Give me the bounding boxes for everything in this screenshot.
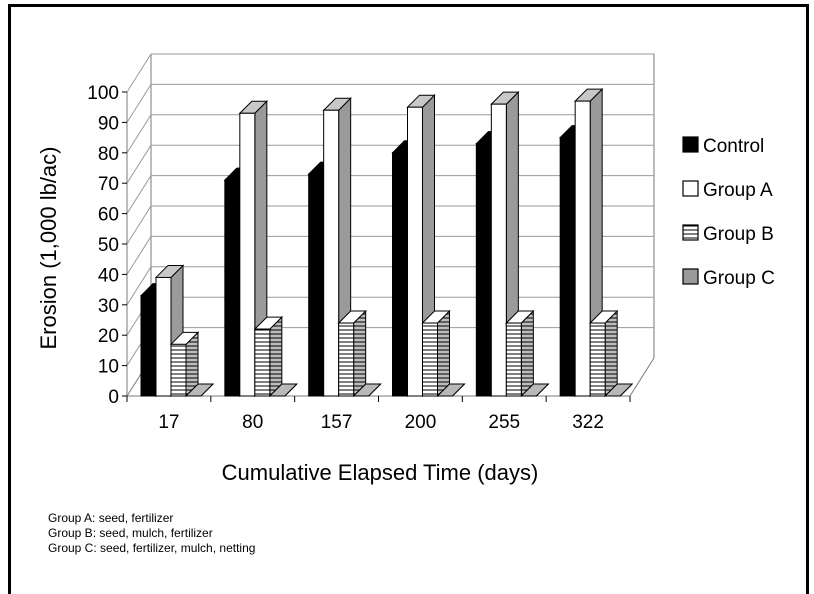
y-tick-label: 100 <box>87 83 119 104</box>
x-tick-label: 157 <box>321 412 353 433</box>
bar-front <box>254 328 271 397</box>
bar-front <box>574 100 591 397</box>
x-axis-label: Cumulative Elapsed Time (days) <box>222 460 539 485</box>
x-tick-label: 17 <box>158 412 179 433</box>
bar-front <box>422 322 438 397</box>
gridline-side <box>126 205 152 245</box>
gridline-side <box>126 144 152 184</box>
bar-front <box>224 179 241 397</box>
bar-front <box>392 152 408 397</box>
y-axis-label: Erosion (1,000 lb/ac) <box>36 147 61 350</box>
y-tick-label: 50 <box>98 235 119 256</box>
bar-side <box>353 309 367 398</box>
bar-top <box>184 383 215 397</box>
legend-label: Control <box>703 136 764 157</box>
bars-layer <box>139 87 634 398</box>
bar-side <box>437 309 450 398</box>
legend-swatch <box>682 224 699 241</box>
chart-frame <box>8 4 809 594</box>
legend-label: Group B <box>703 224 774 245</box>
bar-front <box>239 112 256 397</box>
y-tick-label: 70 <box>98 174 119 195</box>
legend-swatch <box>682 136 699 153</box>
bar-top <box>436 383 466 397</box>
bar-front <box>155 276 172 397</box>
bar-group-c <box>520 383 550 397</box>
y-tick-label: 0 <box>108 387 119 408</box>
bar-front <box>490 103 507 397</box>
legend-swatch <box>682 180 699 197</box>
bar-top <box>603 383 634 397</box>
axes-layer: 0 10 20 30 40 50 60 70 80 90 100 17 80 157 200 255 322 <box>87 83 631 433</box>
gridline-side <box>126 84 152 123</box>
bar-group-b <box>421 309 451 398</box>
bar-front <box>505 322 522 397</box>
y-tick-label: 30 <box>98 296 119 317</box>
legend-label: Group C <box>703 268 775 289</box>
footnote-group-a: Group A: seed, fertilizer <box>48 511 174 525</box>
gridline-side <box>126 53 152 93</box>
y-tick-label: 10 <box>98 357 119 378</box>
bar-front <box>308 173 325 397</box>
bar-top <box>268 383 299 397</box>
gridline-side <box>126 236 152 275</box>
bar-front <box>475 143 492 397</box>
bar-top <box>520 383 550 397</box>
bar-group-b <box>505 309 535 398</box>
bar-side <box>269 315 283 398</box>
legend-swatch <box>682 268 699 285</box>
bar-group-a <box>238 100 269 398</box>
bar-group-c <box>603 383 634 397</box>
bar-front <box>140 295 157 397</box>
bar-front <box>170 343 187 397</box>
y-tick-label: 90 <box>98 113 119 134</box>
x-tick-label: 200 <box>405 412 437 433</box>
bar-group-b <box>588 309 619 398</box>
bar-group-c <box>436 383 466 397</box>
y-tick-label: 80 <box>98 144 119 165</box>
bar-front <box>338 322 355 397</box>
gridline-side <box>126 175 152 214</box>
bar-group-b <box>337 309 367 398</box>
bar-group-b <box>169 331 200 398</box>
x-tick-label: 80 <box>242 412 263 433</box>
bar-top <box>352 383 382 397</box>
x-tick-label: 322 <box>572 412 604 433</box>
bar-front <box>407 106 423 397</box>
bar-front <box>589 322 606 397</box>
gridline-side <box>126 266 152 306</box>
footnotes: Group A: seed, fertilizer Group B: seed,… <box>48 511 255 556</box>
y-tick-label: 20 <box>98 326 119 347</box>
footnote-group-c: Group C: seed, fertilizer, mulch, nettin… <box>48 541 256 555</box>
bar-front <box>559 137 576 397</box>
legend-label: Group A <box>703 180 773 201</box>
bar-group-c <box>352 383 382 397</box>
footnote-group-b: Group B: seed, mulch, fertilizer <box>48 526 213 540</box>
bar-group-b <box>253 315 284 398</box>
legend: Control Group A Group B Group C <box>682 136 775 289</box>
bar-group-c <box>184 383 215 397</box>
bar-front <box>323 109 340 397</box>
bar-group-c <box>268 383 299 397</box>
y-tick-label: 60 <box>98 205 119 226</box>
bar-side <box>604 309 618 398</box>
bar-side <box>520 309 534 398</box>
y-tick-label: 40 <box>98 265 119 286</box>
gridline-side <box>126 114 152 154</box>
x-tick-label: 255 <box>488 412 520 433</box>
